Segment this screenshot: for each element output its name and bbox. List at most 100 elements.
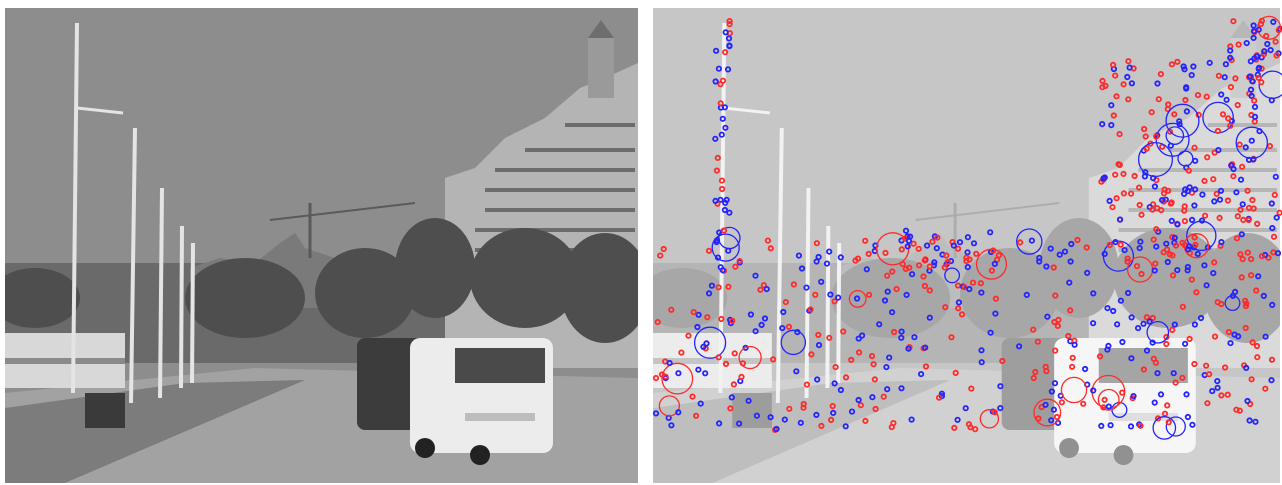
keypoint xyxy=(1210,176,1217,183)
keypoint xyxy=(1110,61,1117,69)
keypoint xyxy=(991,260,998,267)
keypoint xyxy=(1066,279,1073,286)
keypoint xyxy=(1264,40,1271,48)
keypoint xyxy=(697,400,704,407)
keypoint xyxy=(1218,300,1225,308)
keypoint xyxy=(726,209,733,216)
keypoint xyxy=(863,266,870,273)
keypoint xyxy=(1240,216,1247,223)
keypoint xyxy=(678,349,685,356)
keypoint xyxy=(903,291,910,298)
keypoint xyxy=(1080,400,1087,407)
keypoint xyxy=(1138,211,1145,218)
keypoint xyxy=(668,422,675,429)
keypoint xyxy=(1194,250,1201,257)
keypoint xyxy=(1150,236,1157,243)
keypoint xyxy=(757,286,764,293)
keypoint xyxy=(726,17,733,25)
keypoint xyxy=(910,240,917,247)
keypoint xyxy=(1204,400,1211,407)
keypoint xyxy=(911,334,918,341)
keypoint xyxy=(714,154,721,161)
keypoint xyxy=(1176,118,1183,125)
keypoint xyxy=(695,311,702,318)
keypoint xyxy=(1194,92,1202,99)
keypoint xyxy=(1171,111,1178,118)
keypoint xyxy=(1218,91,1225,98)
keypoint xyxy=(1140,320,1147,327)
keypoint xyxy=(813,240,821,247)
keypoint xyxy=(815,331,822,338)
keypoint xyxy=(715,284,722,291)
keypoint xyxy=(1185,246,1192,253)
keypoint xyxy=(807,306,814,313)
keypoint xyxy=(1154,370,1161,377)
keypoint xyxy=(657,252,664,259)
keypoint xyxy=(1243,39,1250,47)
keypoint xyxy=(1267,46,1274,54)
keypoint xyxy=(717,100,724,107)
keypoint xyxy=(1262,333,1269,340)
keypoint xyxy=(1051,318,1058,326)
keypoint xyxy=(725,35,733,42)
keypoint xyxy=(882,249,889,256)
keypoint xyxy=(1119,389,1126,396)
keypoint xyxy=(1105,403,1112,410)
keypoint xyxy=(826,334,833,341)
keypoint xyxy=(1174,266,1181,274)
keypoint xyxy=(1181,66,1188,73)
keypoint xyxy=(1090,320,1097,327)
keypoint xyxy=(714,254,722,261)
keypoint xyxy=(1227,122,1234,129)
keypoint xyxy=(948,334,955,341)
keypoint xyxy=(1206,59,1213,66)
keypoint xyxy=(1146,318,1153,325)
keypoint xyxy=(917,370,925,378)
keypoint xyxy=(908,416,915,423)
keypoint xyxy=(1117,241,1124,248)
keypoint xyxy=(1249,196,1256,204)
keypoint xyxy=(1192,186,1199,193)
keypoint xyxy=(902,227,910,234)
keypoints xyxy=(652,15,1282,440)
keypoint xyxy=(1150,175,1157,182)
keypoint xyxy=(658,371,666,378)
keypoint xyxy=(1239,201,1246,208)
keypoint xyxy=(1244,187,1251,194)
keypoint xyxy=(763,285,770,293)
keypoint xyxy=(1101,396,1108,403)
keypoint xyxy=(1151,399,1158,406)
keypoint xyxy=(1172,242,1180,249)
keypoint xyxy=(1174,221,1181,228)
keypoint xyxy=(1238,274,1245,281)
keypoint xyxy=(1202,212,1209,219)
keypoint xyxy=(1128,80,1136,87)
keypoint xyxy=(689,393,696,400)
keypoint xyxy=(992,310,999,317)
keypoint xyxy=(857,402,864,409)
keypoint xyxy=(1050,264,1057,271)
keypoint xyxy=(1121,247,1128,254)
keypoint xyxy=(652,410,660,417)
keypoint xyxy=(958,311,966,318)
keypoint xyxy=(711,233,740,262)
keypoint xyxy=(753,412,761,419)
keypoint xyxy=(1192,241,1199,248)
keypoint xyxy=(1165,416,1186,437)
keypoint xyxy=(1182,96,1189,104)
keypoint xyxy=(906,264,913,271)
keypoint xyxy=(1152,359,1160,366)
keypoint xyxy=(1234,102,1241,109)
keypoint xyxy=(827,291,834,298)
keypoint xyxy=(988,267,996,274)
keypoint xyxy=(1032,368,1039,376)
keypoint xyxy=(1249,339,1256,346)
keypoint xyxy=(889,268,896,275)
keypoint xyxy=(1034,338,1042,345)
keypoint xyxy=(713,167,721,174)
keypoint xyxy=(1242,144,1249,151)
keypoint xyxy=(831,380,838,387)
keypoint xyxy=(830,409,837,416)
keypoint xyxy=(1115,161,1122,168)
keypoint xyxy=(722,29,729,36)
